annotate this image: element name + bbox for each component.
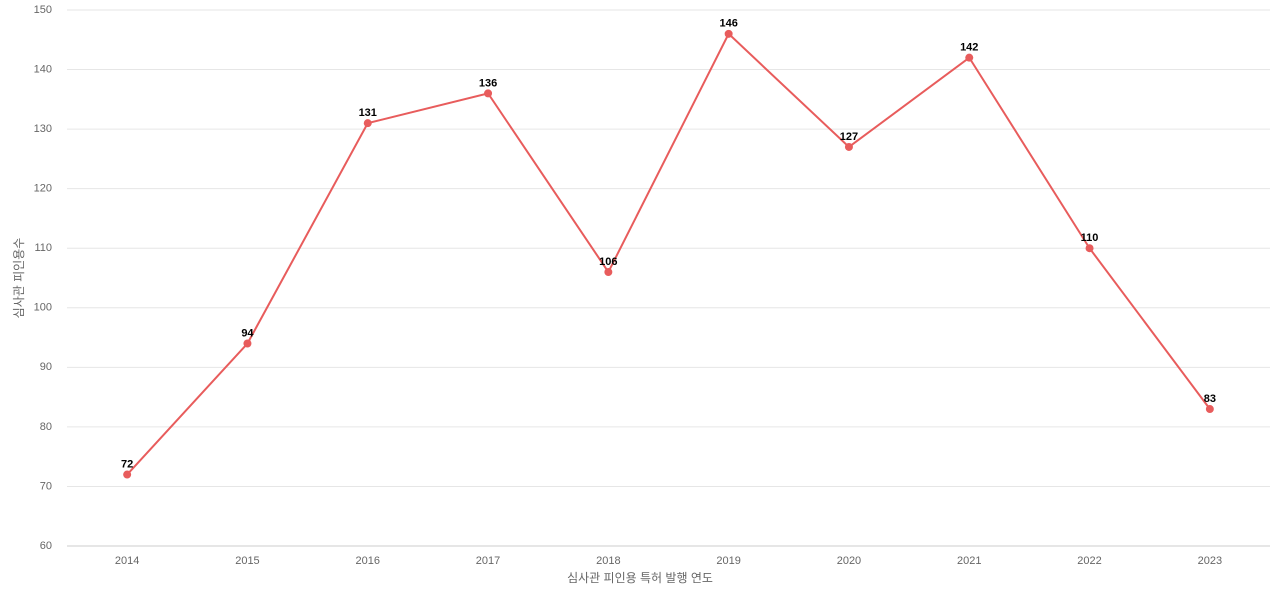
x-tick-label: 2020: [837, 555, 861, 567]
x-tick-label: 2023: [1198, 555, 1222, 567]
y-tick-label: 90: [40, 361, 52, 373]
value-label: 83: [1204, 393, 1216, 405]
y-tick-label: 60: [40, 540, 52, 552]
y-tick-label: 120: [34, 183, 52, 195]
point: [1205, 405, 1214, 414]
value-label: 106: [599, 256, 617, 268]
x-tick-label: 2016: [356, 555, 380, 567]
x-tick-label: 2015: [235, 555, 259, 567]
point: [1085, 244, 1094, 253]
point: [844, 142, 853, 151]
value-label: 136: [479, 77, 497, 89]
value-label: 127: [840, 131, 858, 143]
y-tick-label: 110: [34, 242, 52, 254]
x-tick-label: 2022: [1077, 555, 1101, 567]
value-label: 142: [960, 42, 978, 54]
point: [724, 29, 733, 38]
x-tick-label: 2019: [716, 555, 740, 567]
point: [604, 268, 613, 277]
point: [123, 470, 132, 479]
x-tick-label: 2017: [476, 555, 500, 567]
x-tick-label: 2014: [115, 555, 139, 567]
value-label: 94: [241, 327, 254, 339]
value-label: 110: [1081, 232, 1099, 244]
y-tick-label: 150: [34, 4, 52, 16]
y-tick-label: 80: [40, 421, 52, 433]
x-tick-label: 2018: [596, 555, 620, 567]
point: [363, 119, 372, 128]
y-tick-label: 100: [34, 302, 52, 314]
x-tick-label: 2021: [957, 555, 981, 567]
x-axis-label: 심사관 피인용 특허 발행 연도: [567, 570, 713, 585]
value-label: 72: [121, 458, 133, 470]
point: [484, 89, 493, 98]
y-axis-label: 심사관 피인용수: [12, 238, 26, 319]
value-label: 131: [359, 107, 377, 119]
value-label: 146: [719, 18, 737, 30]
point: [243, 339, 252, 348]
line: [126, 32, 1211, 476]
point: [965, 53, 974, 62]
y-tick-label: 130: [34, 123, 52, 135]
y-tick-label: 70: [40, 480, 52, 492]
y-tick-label: 140: [34, 63, 52, 75]
